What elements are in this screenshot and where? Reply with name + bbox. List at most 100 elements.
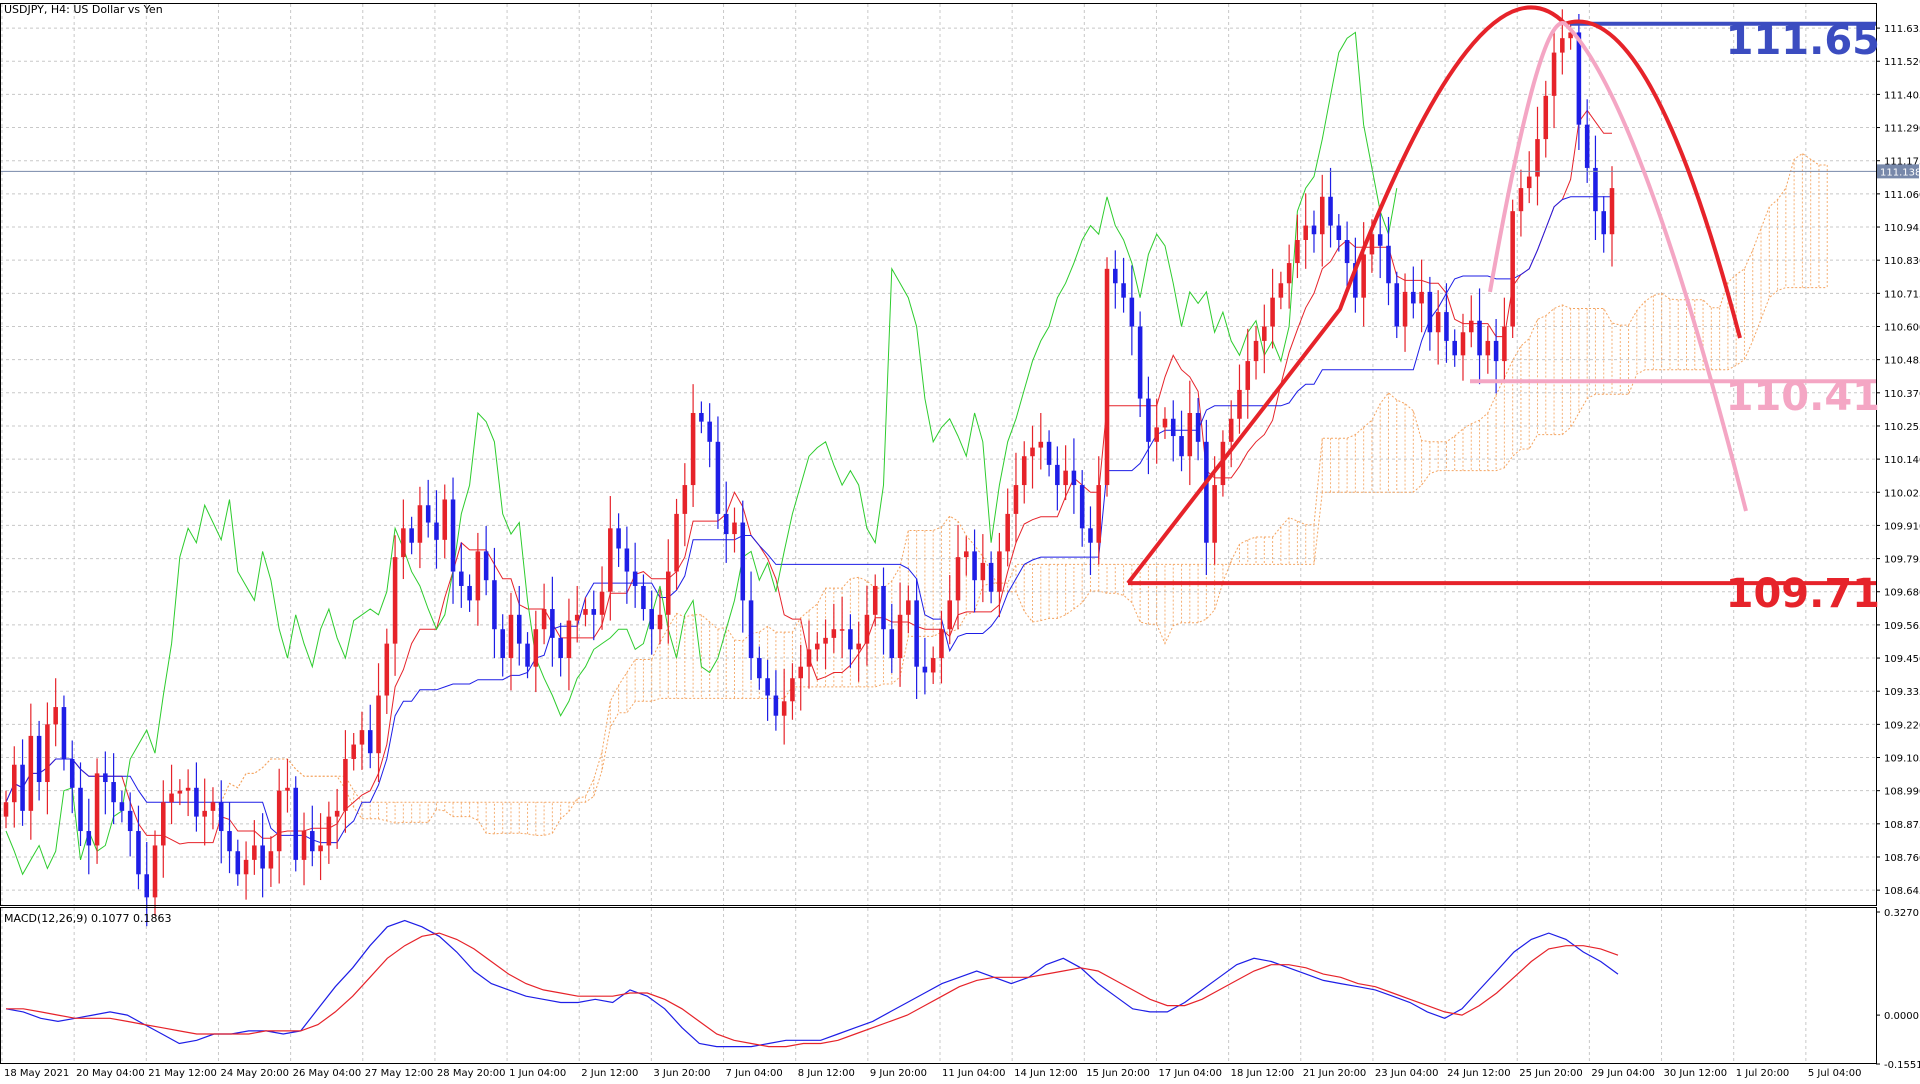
candle-body <box>757 658 762 678</box>
candle-body <box>1312 226 1317 235</box>
candle-body <box>1552 53 1557 96</box>
candle-body <box>1411 292 1416 304</box>
candle-body <box>774 696 779 716</box>
candle-body <box>103 773 108 782</box>
candle-body <box>898 615 903 658</box>
time-label: 15 Jun 20:00 <box>1086 1068 1150 1079</box>
candle-body <box>29 736 34 811</box>
candle-body <box>1212 485 1217 543</box>
time-label: 29 Jun 04:00 <box>1591 1068 1655 1079</box>
candle-body <box>1419 292 1424 304</box>
candle-body <box>600 592 605 615</box>
candle-body <box>707 422 712 442</box>
candle-body <box>360 730 365 744</box>
candle-body <box>1287 263 1292 283</box>
macd-tick-label: -0.1551 <box>1884 1060 1920 1071</box>
candle-body <box>1295 240 1300 263</box>
candle-body <box>914 600 919 666</box>
candle-body <box>78 788 83 831</box>
candle-body <box>128 811 133 831</box>
candle-body <box>616 528 621 548</box>
candle-body <box>1113 269 1118 283</box>
candle-body <box>1345 240 1350 263</box>
candle-body <box>1601 211 1606 234</box>
candle-body <box>87 831 92 845</box>
candle-body <box>542 609 547 629</box>
candle-body <box>1105 269 1110 485</box>
candle-body <box>923 667 928 673</box>
candle-body <box>765 678 770 695</box>
candle-body <box>807 649 812 666</box>
candle-body <box>1469 321 1474 333</box>
candle-body <box>525 644 530 667</box>
candle-body <box>674 514 679 572</box>
candle-body <box>1394 283 1399 326</box>
candle-body <box>285 788 290 791</box>
candle-body <box>376 696 381 754</box>
candle-body <box>1146 399 1151 442</box>
candle-body <box>409 528 414 542</box>
candle-body <box>186 788 191 791</box>
candle-body <box>500 629 505 658</box>
candle-body <box>1444 312 1449 341</box>
candle-body <box>293 788 298 860</box>
candle-body <box>20 765 25 811</box>
candle-body <box>227 831 232 851</box>
candle-body <box>1403 292 1408 327</box>
candle-body <box>318 845 323 851</box>
candle-body <box>385 644 390 696</box>
price-tick-label: 109.105 <box>1884 754 1920 765</box>
candle-body <box>1510 211 1515 326</box>
candle-body <box>1527 177 1532 189</box>
candle-body <box>1005 514 1010 551</box>
chart-title: USDJPY, H4: US Dollar vs Yen <box>4 3 163 16</box>
candle-body <box>53 707 58 724</box>
price-tick-label: 111.405 <box>1884 90 1920 101</box>
time-label: 26 May 04:00 <box>293 1068 362 1079</box>
candle-body <box>1593 168 1598 211</box>
candle-body <box>1196 413 1201 442</box>
candle-body <box>782 701 787 715</box>
candle-body <box>1543 96 1548 139</box>
candle-body <box>1163 419 1168 428</box>
candle-body <box>625 548 630 571</box>
candle-body <box>939 629 944 658</box>
time-label: 27 May 12:00 <box>365 1068 434 1079</box>
candle-body <box>740 523 745 601</box>
candle-body <box>1320 197 1325 234</box>
candle-body <box>1055 465 1060 485</box>
price-tick-label: 111.635 <box>1884 24 1920 35</box>
candle-body <box>1279 283 1284 297</box>
price-tick-label: 109.450 <box>1884 654 1920 665</box>
price-tick-label: 110.715 <box>1884 289 1920 300</box>
candle-body <box>591 609 596 615</box>
candle-body <box>1096 485 1101 543</box>
candle-body <box>169 794 174 803</box>
price-tick-label: 110.485 <box>1884 356 1920 367</box>
candle-body <box>244 860 249 874</box>
candle-body <box>418 505 423 542</box>
candle-body <box>1361 254 1366 297</box>
candle-body <box>144 874 149 897</box>
candle-body <box>153 845 158 897</box>
candle-body <box>517 615 522 644</box>
candle-body <box>401 528 406 557</box>
candle-body <box>442 499 447 539</box>
candle-body <box>343 759 348 811</box>
price-tick-label: 110.370 <box>1884 389 1920 400</box>
time-label: 21 Jun 20:00 <box>1303 1068 1367 1079</box>
candle-body <box>1560 38 1565 52</box>
candle-body <box>1204 442 1209 543</box>
candle-body <box>310 831 315 851</box>
candle-body <box>95 773 100 845</box>
candle-body <box>683 485 688 514</box>
candle-body <box>1237 390 1242 419</box>
candle-body <box>699 413 704 422</box>
time-label: 1 Jun 04:00 <box>509 1068 566 1079</box>
price-tick-label: 111.290 <box>1884 124 1920 135</box>
candle-body <box>1072 471 1077 485</box>
time-label: 7 Jun 04:00 <box>726 1068 783 1079</box>
candle-body <box>989 563 994 592</box>
